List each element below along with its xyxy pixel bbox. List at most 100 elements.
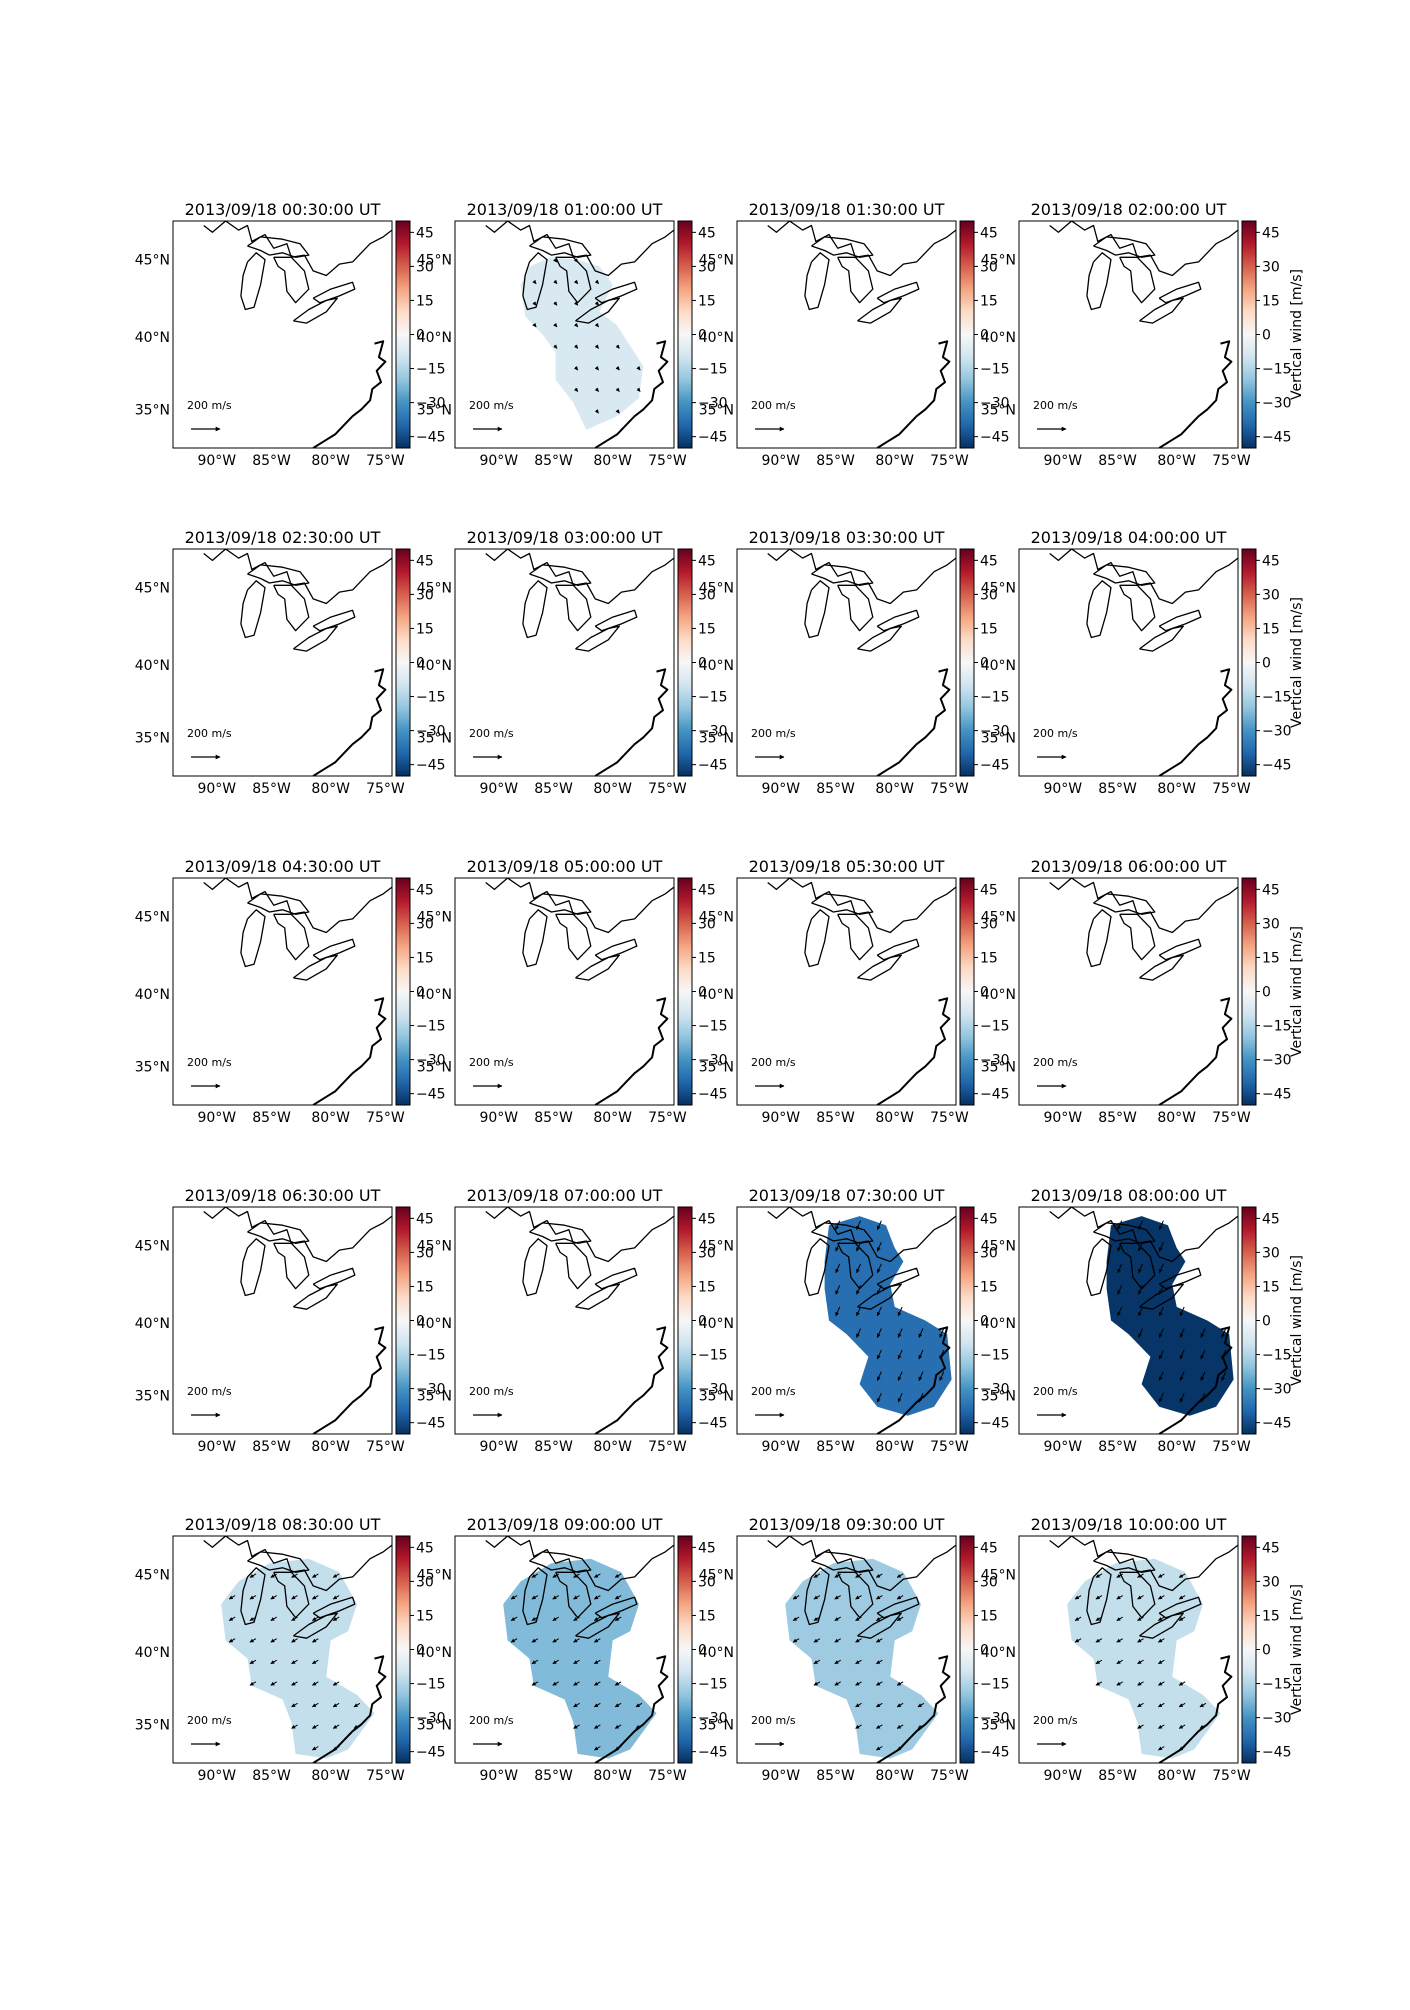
wind-vector [1158,1242,1164,1252]
wind-vector [573,366,579,371]
wind-vector [594,1595,601,1600]
lat-label: 35°N [417,402,452,418]
atlantic-coastline [1158,997,1233,1105]
lat-label: 35°N [417,1388,452,1404]
lat-label: 45°N [981,1239,1016,1255]
lat-label: 40°N [135,330,170,346]
wind-vector [1074,1638,1082,1643]
wind-vector [249,1659,257,1665]
lon-label: 75°W [930,453,969,469]
wind-vector [270,1616,277,1622]
lake-erie [1139,1283,1184,1310]
colorbar-tick-label: 15 [698,621,716,637]
lat-label: 40°N [699,330,734,346]
wind-vector [896,1702,904,1708]
wind-vector [834,1659,841,1665]
lon-label: 90°W [197,781,236,797]
wind-vector [249,1595,257,1600]
lat-label: 40°N [417,330,452,346]
map-panel: 2013/09/18 07:00:00 UT 200 m/s 45°N 40°N 35°… [417,1186,728,1455]
wind-vector [876,1306,882,1317]
wind-vector [855,1638,862,1643]
lake-erie [575,954,620,981]
wind-vector [510,1638,518,1643]
wind-vector [835,1306,841,1317]
colorbar-tick-label: 45 [698,225,716,241]
colorbar [677,1206,693,1435]
colorbar-tick-label: −15 [980,1348,1010,1364]
wind-vector [813,1573,821,1578]
lon-label: 90°W [479,1768,518,1784]
map-frame [454,220,675,449]
wind-vector [835,1285,841,1295]
map-frame [736,877,957,1106]
vertical-wind-field [221,1558,375,1759]
colorbar-tick-label: 0 [698,328,707,344]
lon-label: 80°W [875,1439,914,1455]
colorbar-tick-label: −15 [416,690,446,706]
wind-vector [532,279,537,285]
lat-label: 45°N [981,1568,1016,1584]
wind-vector [835,1220,841,1231]
lake-michigan [804,1238,830,1297]
wind-vector [855,1595,862,1600]
wind-vector [1221,1328,1227,1338]
wind-vector [573,1595,580,1600]
wind-vector [594,1702,601,1708]
colorbar [677,548,693,777]
wind-vector [1074,1595,1082,1600]
colorbar-label: Vertical wind [m/s] [1289,269,1305,400]
wind-vector [594,1681,601,1686]
wind-vector [1116,1681,1123,1686]
colorbar-tick-label: −15 [416,1348,446,1364]
scale-label: 200 m/s [187,1385,232,1398]
lake-erie [293,1283,338,1310]
colorbar-tick-label: 15 [416,950,434,966]
colorbar-tick-label: 45 [698,882,716,898]
colorbar [677,877,693,1106]
lake-michigan [804,252,830,311]
lake-michigan [522,252,548,311]
wind-vector [1138,1285,1144,1295]
wind-vector [1179,1306,1185,1317]
map-content [203,1207,392,1434]
lon-label: 85°W [534,1439,573,1455]
wind-vector [614,1616,622,1622]
lat-label: 35°N [699,402,734,418]
panel-title: 2013/09/18 09:30:00 UT [749,1515,945,1534]
wind-vector [636,387,641,392]
colorbar-tick-label: 30 [698,916,716,932]
wind-vector [249,1681,257,1686]
wind-vector [1199,1702,1207,1708]
colorbar-tick-label: −15 [1262,1348,1292,1364]
wind-vector [876,1702,883,1708]
wind-vector [594,279,599,285]
map-content [485,878,674,1105]
vertical-wind-field [824,1216,952,1416]
wind-vector [1158,1659,1165,1665]
panel-title: 2013/09/18 06:00:00 UT [1031,857,1227,876]
lake-erie [1139,297,1184,324]
colorbar-tick-label: 0 [698,985,707,1001]
colorbar-tick-label: −30 [1262,724,1292,740]
colorbar [677,1535,693,1764]
colorbar-tick-label: −30 [698,1053,728,1069]
lake-ontario [1158,281,1202,304]
lon-label: 75°W [648,1439,687,1455]
colorbar-tick-label: 15 [980,1608,998,1624]
lon-label: 85°W [534,1768,573,1784]
lat-label: 45°N [981,581,1016,597]
wind-vector [249,1573,257,1578]
wind-vector [552,1638,559,1643]
lake-michigan [1086,252,1112,311]
wind-vector [1117,1220,1123,1231]
colorbar-tick-label: −15 [698,1677,728,1693]
lon-label: 80°W [593,1110,632,1126]
vertical-wind-field [520,257,644,430]
colorbar-tick-label: 0 [416,985,425,1001]
colorbar-tick-label: −45 [980,1416,1010,1432]
colorbar-tick-label: 0 [1262,656,1271,672]
colorbar-tick-label: 45 [698,553,716,569]
coastline-north [485,878,674,934]
panel-title: 2013/09/18 08:00:00 UT [1031,1186,1227,1205]
